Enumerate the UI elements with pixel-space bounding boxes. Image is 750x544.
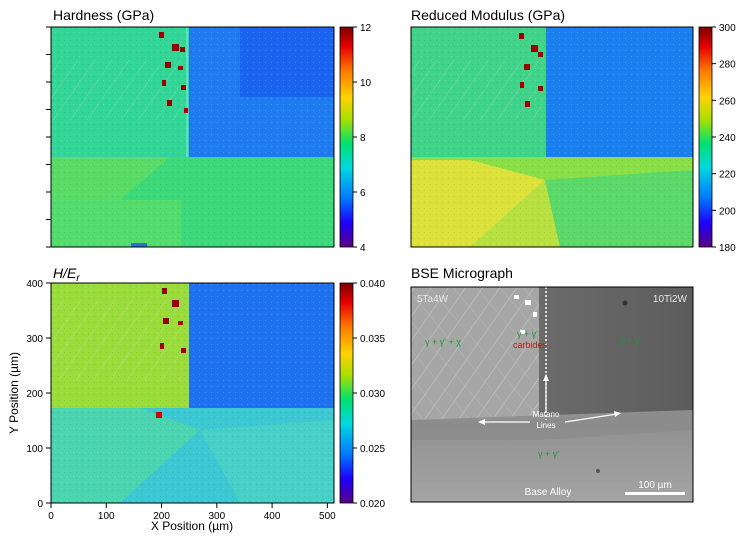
colorbar-tick-label: 220: [719, 170, 736, 181]
bse-phase-right: γ + γ′: [620, 335, 641, 345]
matano-label: Matano: [533, 410, 560, 419]
matano-label-2: Lines: [536, 421, 555, 430]
colorbar-tick-label: 0.040: [360, 279, 385, 290]
ratio-axes: 0 100 200 300 400 500 0 100 200 300 400: [26, 279, 336, 522]
x-tick-label: 500: [319, 511, 336, 522]
modulus-map: [411, 27, 693, 247]
ratio-title: H/Er: [53, 265, 80, 284]
x-axis-label: X Position (µm): [151, 519, 233, 533]
bse-phase-mid: γ + γ′: [517, 329, 538, 339]
colorbar-tick-label: 12: [360, 23, 372, 34]
bse-label-right: 10Ti2W: [653, 294, 688, 305]
colorbar-tick-label: 300: [719, 23, 736, 34]
hardness-title: Hardness (GPa): [53, 7, 154, 23]
colorbar-tick-label: 200: [719, 206, 736, 217]
x-tick-label: 100: [98, 511, 115, 522]
colorbar-tick-label: 240: [719, 133, 736, 144]
colorbar-tick-label: 260: [719, 96, 736, 107]
ratio-map: [51, 283, 334, 503]
modulus-title: Reduced Modulus (GPa): [411, 7, 565, 23]
colorbar-tick-label: 0.035: [360, 334, 385, 345]
y-tick-label: 100: [26, 444, 43, 455]
colorbar-tick-label: 8: [360, 133, 366, 144]
modulus-frame: [410, 26, 694, 248]
colorbar-tick-label: 180: [719, 243, 736, 254]
modulus-colorbar: 180 200 220 240 260 280 300: [698, 23, 736, 254]
x-tick-label: 200: [153, 511, 170, 522]
y-tick-label: 300: [26, 334, 43, 345]
colorbar-tick-label: 4: [360, 243, 366, 254]
bse-image: [411, 287, 693, 502]
bse-phase-bottom: γ + γ′: [538, 449, 559, 459]
colorbar-tick-label: 0.025: [360, 444, 385, 455]
bse-carbides-label: carbides: [513, 340, 548, 350]
hardness-colorbar: 4 6 8 10 12: [339, 23, 372, 254]
ratio-panel: H/Er 0 100 200 300 400 500 0 100 200 300 400 X Pos…: [7, 265, 385, 533]
hardness-panel: Hardness (GPa) 4 6 8 10 12: [46, 7, 372, 254]
scale-bar: [625, 492, 685, 495]
colorbar-tick-label: 0.030: [360, 389, 385, 400]
scale-bar-label: 100 µm: [638, 480, 672, 491]
x-tick-label: 400: [264, 511, 281, 522]
colorbar-tick-label: 6: [360, 188, 366, 199]
bse-label-left: 5Ta4W: [417, 294, 449, 305]
x-tick-label: 300: [208, 511, 225, 522]
hardness-map: [51, 27, 334, 247]
colorbar-tick-label: 280: [719, 60, 736, 71]
y-tick-label: 0: [37, 499, 43, 510]
bse-phase-left: γ + γ′ + χ: [425, 337, 461, 347]
bse-panel: BSE Micrograph 5Ta4W 10Ti2W γ + γ′ + χ γ…: [410, 265, 694, 503]
modulus-panel: Reduced Modulus (GPa) 180 200 220 240 260 280…: [410, 7, 736, 254]
colorbar-tick-label: 10: [360, 78, 372, 89]
bse-frame: [410, 286, 694, 503]
hardness-left-ticks: [46, 26, 51, 248]
y-axis-label: Y Position (µm): [7, 352, 21, 434]
x-tick-label: 0: [48, 511, 54, 522]
matano-arrows: [478, 374, 621, 425]
bse-title: BSE Micrograph: [411, 265, 513, 281]
bse-base-alloy: Base Alloy: [525, 487, 572, 498]
y-tick-label: 400: [26, 279, 43, 290]
colorbar-tick-label: 0.020: [360, 499, 385, 510]
ratio-colorbar: 0.020 0.025 0.030 0.035 0.040: [339, 279, 385, 510]
y-tick-label: 200: [26, 389, 43, 400]
